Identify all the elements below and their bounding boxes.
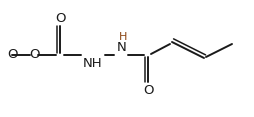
- Text: H: H: [119, 32, 127, 42]
- Text: N: N: [117, 41, 127, 54]
- Text: O: O: [55, 11, 65, 24]
- Text: O: O: [7, 49, 17, 62]
- Text: O: O: [143, 84, 153, 97]
- Text: O: O: [29, 49, 39, 62]
- Text: NH: NH: [83, 57, 103, 70]
